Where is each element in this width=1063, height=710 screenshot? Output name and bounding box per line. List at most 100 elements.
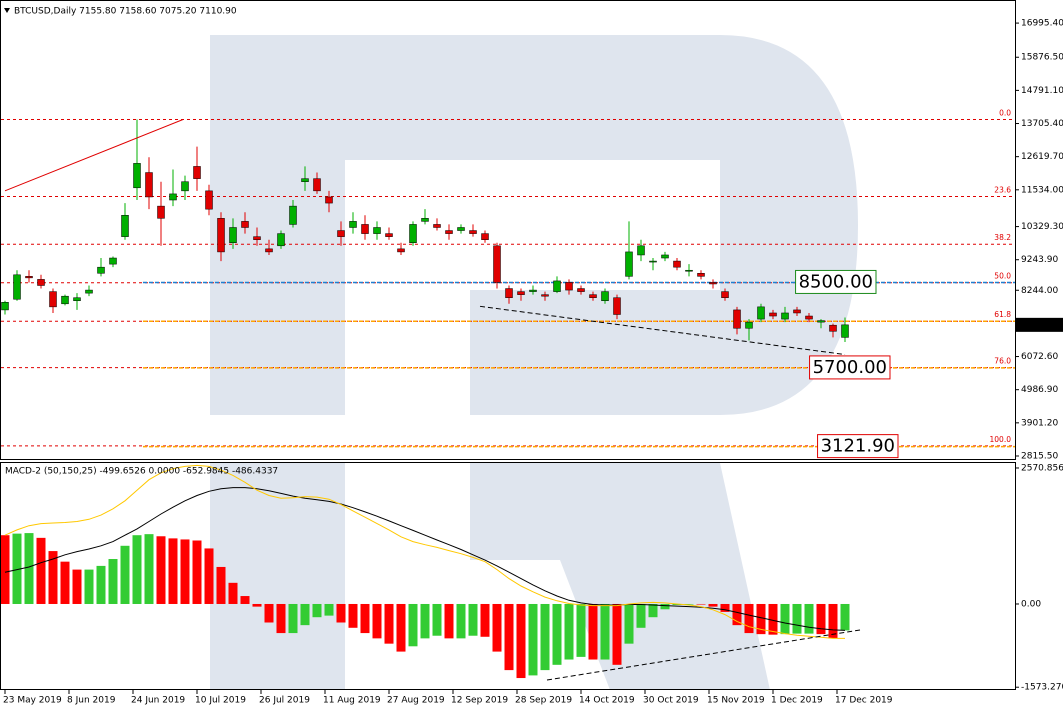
histogram-bar bbox=[540, 603, 550, 671]
candle-body bbox=[625, 251, 633, 277]
histogram-bar bbox=[732, 603, 742, 626]
candle-body bbox=[745, 321, 753, 329]
candle-body bbox=[157, 205, 165, 219]
candle-body bbox=[433, 224, 441, 228]
candle-body bbox=[145, 172, 153, 198]
histogram-bar bbox=[324, 603, 334, 616]
y-tick-label: 4986.90 bbox=[1021, 385, 1058, 395]
watermark-upper bbox=[210, 35, 858, 415]
candle-body bbox=[205, 190, 213, 210]
histogram-bar bbox=[300, 603, 310, 626]
histogram-bar bbox=[384, 603, 394, 644]
price-label-box bbox=[817, 434, 899, 459]
candle-body bbox=[241, 221, 249, 228]
candle-body bbox=[385, 233, 393, 237]
macd-line bbox=[4, 464, 845, 639]
fib-label: 100.0 bbox=[990, 435, 1012, 444]
candle-body bbox=[445, 230, 453, 234]
y-tick-label: 14791.10 bbox=[1021, 86, 1063, 96]
histogram-bar bbox=[24, 533, 34, 604]
histogram-bar bbox=[360, 603, 370, 634]
trendline bbox=[546, 629, 861, 681]
candle-body bbox=[253, 236, 261, 240]
candle-body bbox=[421, 218, 429, 222]
candle-body bbox=[13, 274, 21, 300]
x-tick-label: 27 Aug 2019 bbox=[387, 696, 445, 706]
x-tick-label: 12 Sep 2019 bbox=[451, 696, 508, 706]
candle-body bbox=[553, 280, 561, 292]
y-tick-label: 12619.70 bbox=[1021, 152, 1063, 162]
histogram-bar bbox=[192, 540, 202, 604]
fib-label: 23.6 bbox=[994, 186, 1011, 195]
x-tick-label: 28 Sep 2019 bbox=[515, 696, 572, 706]
y-tick-label: 6072.60 bbox=[1021, 352, 1058, 362]
plot-layer: 16995.40 15876.50 14791.10 13705.40 12619.70… bbox=[0, 19, 1063, 706]
fib-label: 38.2 bbox=[994, 233, 1011, 242]
candle-body bbox=[673, 260, 681, 268]
candle-body bbox=[193, 166, 201, 179]
y-tick-label: 8244.00 bbox=[1021, 286, 1058, 296]
fib-label: 0.0 bbox=[999, 109, 1011, 118]
x-tick-label: 1 Dec 2019 bbox=[771, 696, 823, 706]
x-tick-label: 17 Dec 2019 bbox=[835, 696, 893, 706]
y-tick-label: 9243.90 bbox=[1021, 255, 1058, 265]
candle-body bbox=[49, 291, 57, 308]
histogram-bar bbox=[576, 603, 586, 657]
candle-body bbox=[829, 324, 837, 332]
price-label: 5700.00 bbox=[813, 357, 887, 378]
candle-body bbox=[733, 309, 741, 329]
histogram-bar bbox=[84, 569, 94, 604]
histogram-bar bbox=[240, 596, 250, 604]
histogram-bar bbox=[216, 566, 226, 604]
price-label: 3121.90 bbox=[821, 436, 895, 457]
candle-body bbox=[37, 279, 45, 286]
current-price-label: 7110.90 bbox=[1021, 320, 1058, 330]
candle-body bbox=[265, 248, 273, 253]
histogram-bar bbox=[528, 603, 538, 676]
x-tick-label: 26 Jul 2019 bbox=[259, 696, 310, 706]
histogram-bar bbox=[36, 537, 46, 604]
histogram-bar bbox=[204, 548, 214, 604]
x-tick-label: 23 May 2019 bbox=[3, 696, 62, 706]
candle-body bbox=[541, 294, 549, 297]
candle-body bbox=[217, 218, 225, 253]
histogram-bar bbox=[756, 603, 766, 635]
fib-label: 76.0 bbox=[994, 357, 1011, 366]
candle-body bbox=[493, 245, 501, 283]
y-tick-label: 10329.30 bbox=[1021, 222, 1063, 232]
candle-body bbox=[769, 312, 777, 317]
histogram-bar bbox=[444, 603, 454, 639]
histogram-bar bbox=[480, 603, 490, 637]
histogram-bar bbox=[612, 603, 622, 665]
histogram-bar bbox=[816, 603, 826, 635]
candle-body bbox=[121, 215, 129, 237]
y-tick-label: 16995.40 bbox=[1021, 19, 1063, 29]
histogram-bar bbox=[276, 603, 286, 634]
candle-body bbox=[841, 324, 849, 338]
histogram-bar bbox=[744, 603, 754, 634]
histogram-bar bbox=[720, 603, 730, 612]
candle-body bbox=[397, 248, 405, 253]
candle-body bbox=[97, 266, 105, 274]
fib-label: 61.8 bbox=[994, 310, 1011, 319]
histogram-bar bbox=[396, 603, 406, 652]
candle-body bbox=[565, 282, 573, 291]
histogram-bar bbox=[72, 569, 82, 604]
x-tick-label: 14 Oct 2019 bbox=[579, 696, 635, 706]
candle-body bbox=[805, 315, 813, 320]
histogram-bar bbox=[372, 603, 382, 639]
candle-body bbox=[589, 294, 597, 298]
histogram-bar bbox=[624, 603, 634, 644]
price-pane-frame bbox=[0, 0, 1016, 460]
histogram-bar bbox=[120, 545, 130, 604]
current-price-box bbox=[1015, 317, 1063, 332]
histogram-bar bbox=[768, 603, 778, 635]
price-label-box bbox=[795, 269, 877, 294]
histogram-bar bbox=[432, 603, 442, 636]
histogram-bar bbox=[588, 603, 598, 660]
histogram-bar bbox=[600, 603, 610, 660]
histogram-bar bbox=[12, 533, 22, 604]
candle-body bbox=[373, 227, 381, 234]
histogram-bar bbox=[156, 536, 166, 604]
